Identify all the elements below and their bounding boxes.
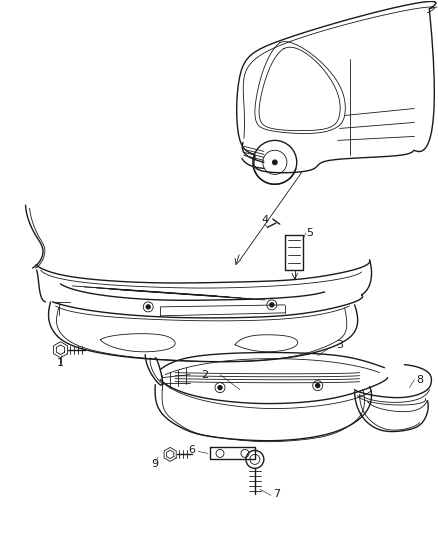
Text: 4: 4 xyxy=(261,215,268,225)
Text: 8: 8 xyxy=(416,375,423,385)
Text: 1: 1 xyxy=(57,358,64,368)
Text: 5: 5 xyxy=(306,228,313,238)
Text: 7: 7 xyxy=(273,489,280,499)
Circle shape xyxy=(272,160,277,165)
Circle shape xyxy=(270,303,274,307)
Text: 6: 6 xyxy=(189,446,196,455)
Circle shape xyxy=(218,385,222,390)
Text: 2: 2 xyxy=(201,370,208,379)
Circle shape xyxy=(316,384,320,387)
Text: 3: 3 xyxy=(336,340,343,350)
Circle shape xyxy=(146,305,150,309)
Text: 9: 9 xyxy=(152,459,159,470)
